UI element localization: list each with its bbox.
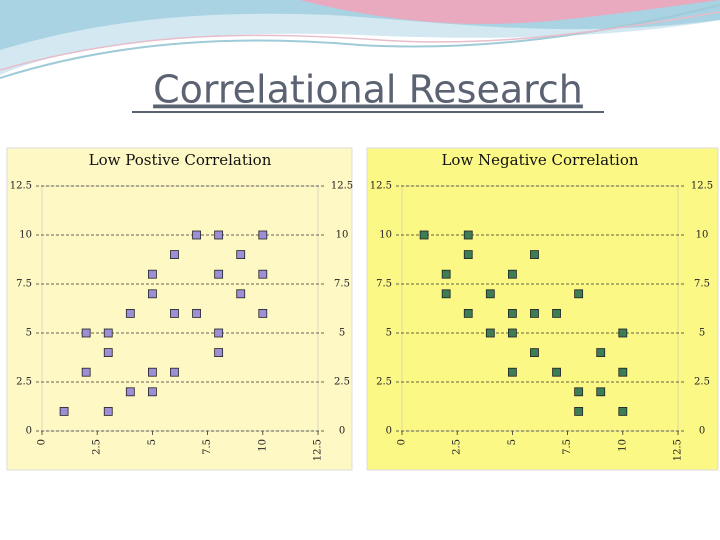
point (485, 289, 495, 299)
y-tick-label: 5 (386, 328, 392, 339)
point (507, 367, 517, 377)
y-tick-label: 10 (379, 230, 392, 241)
y-tick-label: 0 (386, 426, 392, 437)
point (596, 348, 606, 358)
x-tick-label: 7.5 (202, 439, 213, 455)
point (574, 387, 584, 397)
point (552, 308, 561, 318)
x-tick-label: 2.5 (92, 439, 103, 455)
point (419, 230, 429, 240)
y-tick-label: 10 (19, 230, 32, 241)
x-tick-label: 0 (397, 439, 408, 445)
x-tick-label: 12.5 (313, 439, 324, 461)
y-tick-label-right: 5 (699, 328, 705, 339)
point (258, 308, 268, 318)
point (507, 269, 517, 279)
point (170, 367, 179, 377)
point (170, 250, 179, 260)
point (530, 250, 539, 260)
point (596, 387, 606, 397)
point (441, 269, 451, 279)
point (214, 230, 224, 240)
y-tick-label: 7.5 (16, 279, 32, 290)
point (463, 230, 473, 240)
point (125, 387, 135, 397)
point (618, 406, 628, 416)
point (618, 328, 628, 338)
point (147, 289, 157, 299)
y-tick-label: 12.5 (370, 181, 392, 192)
chart-title: Low Postive Correlation (89, 151, 272, 169)
chart-title: Low Negative Correlation (441, 151, 638, 169)
chart-background (366, 147, 719, 471)
y-tick-label-right: 0 (339, 426, 345, 437)
point (618, 367, 628, 377)
point (530, 308, 539, 318)
point (574, 406, 584, 416)
point (147, 367, 157, 377)
point (574, 289, 584, 299)
point (103, 328, 113, 338)
y-tick-label-right: 7.5 (334, 279, 350, 290)
point (214, 328, 224, 338)
point (59, 406, 69, 416)
y-tick-label-right: 5 (339, 328, 345, 339)
y-tick-label-right: 2.5 (334, 377, 350, 388)
y-tick-label-right: 7.5 (694, 279, 710, 290)
point (214, 269, 224, 279)
y-tick-label: 7.5 (376, 279, 392, 290)
plot-area (41, 185, 319, 432)
y-tick-label: 2.5 (16, 377, 32, 388)
y-tick-label-right: 2.5 (694, 377, 710, 388)
point (552, 367, 561, 377)
y-tick-label-right: 10 (336, 230, 349, 241)
point (441, 289, 451, 299)
y-tick-label-right: 0 (699, 426, 705, 437)
header-decoration (0, 0, 720, 79)
point (103, 406, 113, 416)
point (258, 269, 268, 279)
point (125, 308, 135, 318)
x-tick-label: 5 (507, 439, 518, 445)
point (236, 289, 246, 299)
point (463, 250, 473, 260)
point (214, 348, 224, 358)
point (81, 367, 91, 377)
x-tick-label: 12.5 (673, 439, 684, 461)
point (258, 230, 268, 240)
y-tick-label-right: 12.5 (331, 181, 353, 192)
point (485, 328, 495, 338)
x-tick-label: 0 (37, 439, 48, 445)
slide-title: Correlational Research (153, 68, 583, 112)
chart-background (6, 147, 353, 471)
x-tick-label: 10 (257, 439, 268, 452)
point (170, 308, 179, 318)
point (507, 328, 517, 338)
x-tick-label: 10 (617, 439, 628, 452)
point (81, 328, 91, 338)
point (507, 308, 517, 318)
y-tick-label: 5 (26, 328, 32, 339)
point (147, 269, 157, 279)
point (530, 348, 539, 358)
point (463, 308, 473, 318)
point (147, 387, 157, 397)
x-tick-label: 2.5 (452, 439, 463, 455)
y-tick-label-right: 12.5 (691, 181, 713, 192)
y-tick-label: 2.5 (376, 377, 392, 388)
point (236, 250, 246, 260)
point (192, 308, 201, 318)
x-tick-label: 5 (147, 439, 158, 445)
plot-area (401, 185, 679, 432)
x-tick-label: 7.5 (562, 439, 573, 455)
point (103, 348, 113, 358)
y-tick-label-right: 10 (696, 230, 709, 241)
y-tick-label: 12.5 (10, 181, 32, 192)
y-tick-label: 0 (26, 426, 32, 437)
point (192, 230, 201, 240)
